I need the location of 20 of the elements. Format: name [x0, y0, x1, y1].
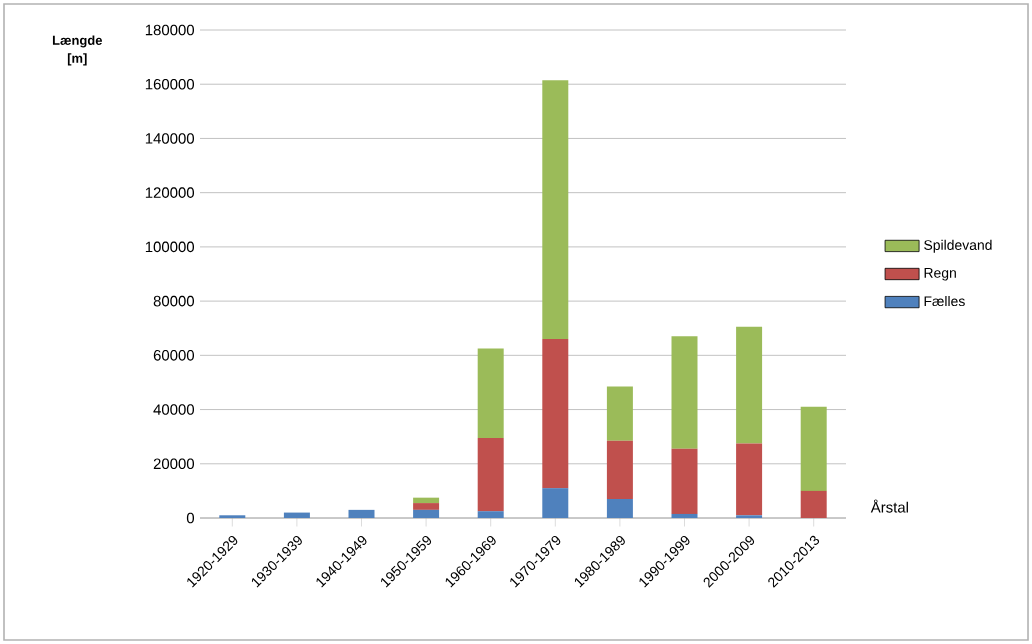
bar [542, 80, 569, 340]
bar [736, 443, 763, 516]
bar [800, 490, 827, 518]
bar [606, 499, 633, 518]
bar [671, 336, 698, 449]
bar [413, 497, 440, 504]
bar [477, 348, 504, 439]
bar [542, 339, 569, 489]
bar [283, 512, 310, 518]
bar [606, 440, 633, 500]
bar [542, 488, 569, 518]
bar [477, 438, 504, 512]
bar [736, 326, 763, 444]
bar [477, 511, 504, 518]
bar [800, 406, 827, 491]
bar [671, 448, 698, 514]
bar [348, 509, 375, 518]
bar [413, 509, 440, 518]
bar [606, 386, 633, 441]
bar [413, 503, 440, 510]
